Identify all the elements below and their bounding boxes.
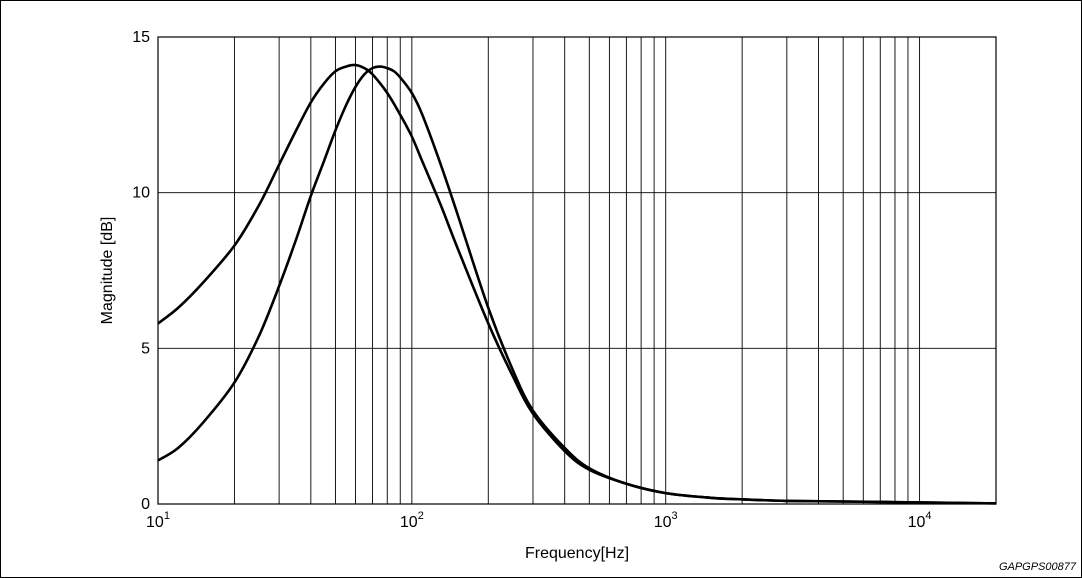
series-line-2 bbox=[157, 65, 997, 505]
x-tick-label: 103 bbox=[654, 510, 678, 531]
x-tick-labels: 101 102 103 104 bbox=[146, 510, 932, 531]
y-tick-label: 5 bbox=[141, 340, 150, 357]
x-tick-label: 104 bbox=[908, 510, 932, 531]
series-line-1 bbox=[157, 63, 997, 505]
y-tick-label: 0 bbox=[141, 496, 150, 513]
x-tick-base: 10 bbox=[908, 514, 926, 531]
y-tick-labels: 0 5 10 15 bbox=[132, 29, 150, 513]
figure-code: GAPGPS00877 bbox=[999, 561, 1077, 573]
x-tick-label: 102 bbox=[400, 510, 424, 531]
x-tick-base: 10 bbox=[654, 514, 672, 531]
x-tick-exponent: 3 bbox=[672, 510, 678, 522]
x-tick-exponent: 4 bbox=[925, 510, 931, 522]
y-tick-label: 10 bbox=[132, 185, 150, 202]
x-axis-label: Frequency[Hz] bbox=[525, 545, 629, 562]
x-tick-exponent: 2 bbox=[418, 510, 424, 522]
y-tick-label: 15 bbox=[132, 29, 150, 46]
series-layer bbox=[157, 63, 997, 505]
x-tick-exponent: 1 bbox=[164, 510, 170, 522]
x-tick-base: 10 bbox=[400, 514, 418, 531]
plot-area-border bbox=[157, 36, 997, 505]
y-axis-label: Magnitude [dB] bbox=[99, 217, 116, 325]
x-tick-label: 101 bbox=[146, 510, 170, 531]
grid-lines bbox=[158, 37, 996, 504]
x-tick-base: 10 bbox=[146, 514, 164, 531]
